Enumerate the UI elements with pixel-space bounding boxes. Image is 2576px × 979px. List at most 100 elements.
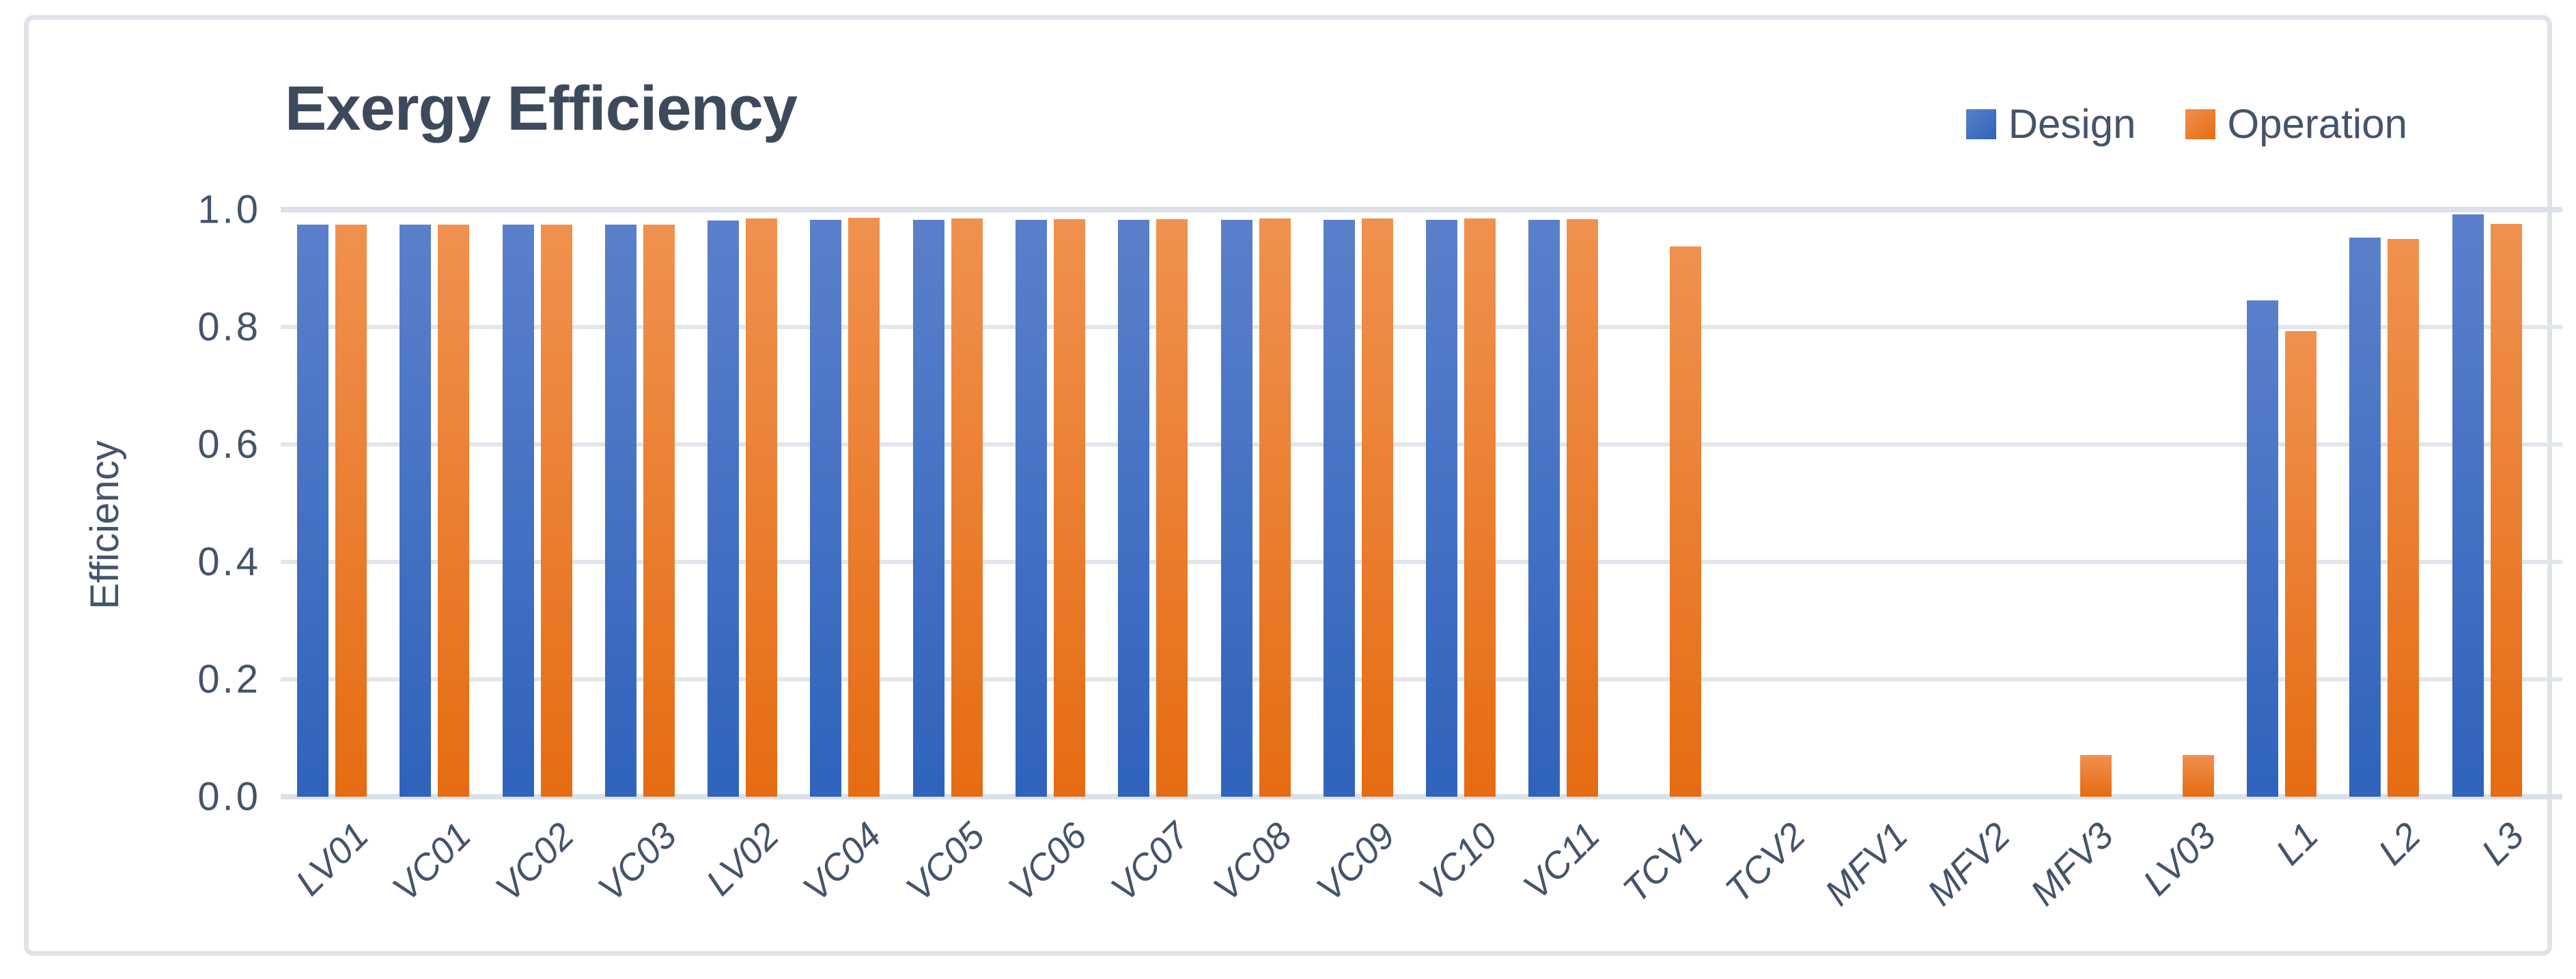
bar-design-lv01 bbox=[297, 224, 329, 797]
category-slot-vc02: VC02 bbox=[486, 210, 589, 909]
x-tick-label-vc09: VC09 bbox=[1308, 814, 1403, 909]
bar-operation-vc09 bbox=[1361, 218, 1393, 797]
bar-operation-mfv3 bbox=[2080, 754, 2112, 797]
category-slot-l3: L3 bbox=[2436, 210, 2538, 873]
category-slot-vc08: VC08 bbox=[1204, 210, 1306, 909]
category-slot-mfv3: MFV3 bbox=[2023, 210, 2128, 913]
bar-design-vc03 bbox=[604, 225, 636, 797]
y-axis-title: Efficiency bbox=[83, 440, 127, 610]
gridline-1.0 bbox=[281, 207, 2562, 212]
x-tick-label-vc11: VC11 bbox=[1515, 814, 1608, 907]
bar-operation-lv03 bbox=[2182, 754, 2214, 797]
x-tick-label-vc03: VC03 bbox=[590, 814, 685, 909]
legend-label: Operation bbox=[2227, 101, 2408, 147]
x-tick-label-vc10: VC10 bbox=[1411, 814, 1506, 909]
chart-frame[interactable]: Exergy Efficiency Design Operation Effici… bbox=[24, 15, 2562, 956]
bar-design-vc05 bbox=[912, 220, 944, 797]
bar-operation-l2 bbox=[2388, 239, 2420, 797]
category-slot-tcv1: TCV1 bbox=[1614, 210, 1717, 911]
legend: Design Operation bbox=[1965, 100, 2408, 147]
x-tick-label-tcv2: TCV2 bbox=[1717, 814, 1813, 911]
bar-design-l1 bbox=[2247, 300, 2279, 797]
category-slot-l2: L2 bbox=[2333, 210, 2435, 873]
bar-operation-l3 bbox=[2490, 223, 2522, 797]
bar-operation-vc11 bbox=[1567, 218, 1599, 797]
bar-operation-tcv1 bbox=[1669, 246, 1701, 797]
gridlines bbox=[281, 207, 2562, 799]
bar-operation-vc02 bbox=[540, 225, 572, 797]
bar-design-lv02 bbox=[708, 221, 740, 797]
legend-item-operation: Operation bbox=[2185, 100, 2408, 147]
category-slot-lv03: LV03 bbox=[2128, 210, 2230, 903]
x-tick-label-mfv2: MFV2 bbox=[1920, 814, 2019, 913]
gridline-0.0 bbox=[281, 794, 2562, 799]
legend-swatch-operation bbox=[2185, 109, 2215, 139]
bar-design-vc04 bbox=[810, 220, 842, 797]
gridline-0.8 bbox=[281, 325, 2562, 329]
bar-operation-vc03 bbox=[643, 225, 675, 797]
bar-operation-lv02 bbox=[746, 218, 778, 797]
category-slot-mfv2: MFV2 bbox=[1920, 210, 2025, 913]
plot-area: LV01 VC01 VC02 VC03 LV02 VC04 VC05 VC06 VC07 VC08… bbox=[281, 210, 2538, 913]
bar-operation-vc10 bbox=[1464, 218, 1496, 797]
bar-design-vc11 bbox=[1528, 220, 1560, 797]
x-tick-label-vc08: VC08 bbox=[1205, 814, 1300, 909]
category-slot-l1: L1 bbox=[2230, 210, 2333, 873]
bar-operation-vc01 bbox=[438, 224, 470, 797]
y-tick-label-0.4: 0.4 bbox=[197, 539, 261, 584]
bar-operation-vc08 bbox=[1259, 218, 1291, 797]
category-slot-tcv2: TCV2 bbox=[1718, 210, 1820, 911]
x-tick-label-mfv3: MFV3 bbox=[2022, 814, 2121, 913]
x-tick-label-vc06: VC06 bbox=[1000, 814, 1095, 909]
bar-operation-l1 bbox=[2285, 331, 2317, 797]
x-tick-label-l1: L1 bbox=[2268, 814, 2327, 873]
gridline-0.2 bbox=[281, 677, 2562, 681]
bar-operation-vc07 bbox=[1156, 218, 1188, 797]
bar-operation-vc06 bbox=[1053, 218, 1085, 797]
category-slot-vc11: VC11 bbox=[1512, 210, 1614, 907]
x-tick-label-mfv1: MFV1 bbox=[1817, 814, 1916, 913]
gridline-0.4 bbox=[281, 560, 2562, 564]
x-tick-label-vc04: VC04 bbox=[795, 814, 890, 909]
x-tick-label-l3: L3 bbox=[2473, 814, 2532, 873]
x-tick-label-lv01: LV01 bbox=[288, 814, 377, 904]
bar-design-vc08 bbox=[1220, 220, 1252, 797]
x-tick-label-tcv1: TCV1 bbox=[1614, 814, 1711, 911]
y-tick-label-0.2: 0.2 bbox=[197, 657, 261, 702]
bar-operation-vc05 bbox=[951, 218, 983, 797]
y-tick-label-1.0: 1.0 bbox=[197, 187, 261, 232]
bar-operation-vc04 bbox=[848, 218, 880, 797]
category-slot-vc04: VC04 bbox=[794, 210, 896, 909]
x-tick-label-vc01: VC01 bbox=[384, 814, 479, 909]
x-tick-label-lv02: LV02 bbox=[698, 814, 787, 904]
bar-design-l3 bbox=[2452, 214, 2484, 797]
bar-design-vc06 bbox=[1015, 220, 1047, 797]
x-tick-label-vc02: VC02 bbox=[487, 814, 582, 909]
category-slot-vc10: VC10 bbox=[1410, 210, 1512, 909]
y-tick-label-0.8: 0.8 bbox=[197, 304, 261, 350]
bar-operation-lv01 bbox=[335, 224, 367, 797]
category-slot-lv02: LV02 bbox=[691, 210, 794, 903]
bar-design-vc02 bbox=[502, 225, 534, 797]
gridline-0.6 bbox=[281, 442, 2562, 446]
bar-design-l2 bbox=[2349, 238, 2381, 797]
category-slot-vc05: VC05 bbox=[897, 210, 999, 909]
category-slot-vc01: VC01 bbox=[383, 210, 486, 909]
legend-item-design: Design bbox=[1965, 100, 2136, 147]
category-slot-vc07: VC07 bbox=[1102, 210, 1204, 909]
legend-label: Design bbox=[2008, 101, 2136, 147]
x-tick-label-vc07: VC07 bbox=[1103, 814, 1198, 909]
category-slot-vc03: VC03 bbox=[589, 210, 691, 909]
bar-design-vc09 bbox=[1323, 220, 1355, 797]
legend-swatch-design bbox=[1965, 109, 1996, 139]
y-tick-label-0.0: 0.0 bbox=[197, 774, 261, 819]
bar-design-vc07 bbox=[1118, 220, 1150, 797]
y-axis-tick-labels: 1.0 0.8 0.6 0.4 0.2 0.0 bbox=[131, 188, 261, 819]
category-slot-lv01: LV01 bbox=[281, 210, 383, 903]
y-tick-label-0.6: 0.6 bbox=[197, 422, 261, 467]
category-slot-vc09: VC09 bbox=[1307, 210, 1410, 909]
x-tick-label-lv03: LV03 bbox=[2135, 814, 2224, 904]
category-slot-mfv1: MFV1 bbox=[1817, 210, 1922, 913]
category-slot-vc06: VC06 bbox=[999, 210, 1102, 909]
chart-title: Exergy Efficiency bbox=[285, 74, 798, 143]
